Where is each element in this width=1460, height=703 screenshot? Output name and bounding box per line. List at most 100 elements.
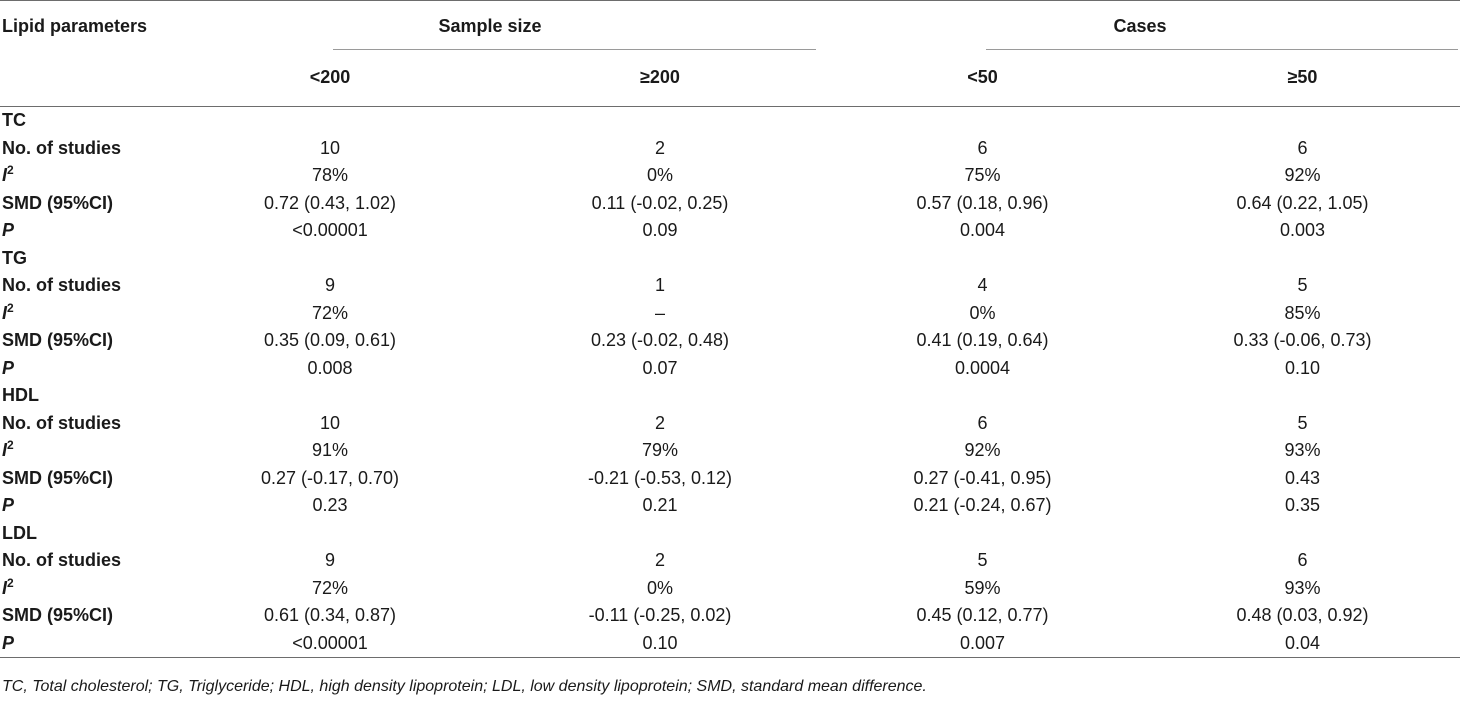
row-label-text: SMD (95%CI) [2, 330, 114, 350]
table-cell: 0.007 [959, 632, 1006, 653]
table-cell: 85% [1284, 302, 1321, 323]
table-cell: 0.64 (0.22, 1.05) [1236, 192, 1369, 213]
row-label-text: No. of studies [2, 275, 122, 295]
row-label-text: SMD (95%CI) [2, 605, 114, 625]
row-label: I2 [0, 300, 160, 328]
section-title: LDL [2, 522, 37, 543]
table-row: No. of studies 9 2 5 6 [0, 547, 1460, 575]
section-title-row: TC [0, 107, 1460, 135]
group-underline-cases [986, 49, 1458, 50]
table-row: SMD (95%CI) 0.72 (0.43, 1.02) 0.11 (-0.02,… [0, 190, 1460, 218]
table-cell: 0% [646, 165, 673, 185]
row-label-text: No. of studies [2, 137, 122, 158]
table-cell: 4 [977, 275, 988, 295]
table-row: No. of studies 10 2 6 5 [0, 410, 1460, 438]
row-label: No. of studies [0, 135, 160, 163]
table-cell: 0.004 [959, 220, 1006, 240]
row-label-text: No. of studies [2, 550, 122, 570]
column-header-row: <200 ≥200 <50 ≥50 [0, 50, 1460, 107]
table-cell: 0.72 (0.43, 1.02) [263, 192, 397, 213]
table-cell: 0.21 (-0.24, 0.67) [913, 495, 1052, 515]
table-cell: 6 [1297, 550, 1308, 570]
empty-cell [500, 245, 820, 273]
empty-cell [1145, 382, 1460, 410]
table-cell: 93% [1284, 577, 1321, 598]
lipid-subgroup-table: Lipid parameters Sample size Cases <200 … [0, 0, 1460, 658]
table-row: No. of studies 9 1 4 5 [0, 272, 1460, 300]
table-cell: 1 [654, 275, 665, 295]
group-underline-sample-size [333, 49, 816, 50]
empty-cell [820, 520, 1145, 548]
table-row: SMD (95%CI) 0.61 (0.34, 0.87) -0.11 (-0.25… [0, 602, 1460, 630]
row-label-text: P [2, 495, 15, 515]
table-cell: 0.33 (-0.06, 0.73) [1233, 330, 1372, 350]
empty-cell [500, 382, 820, 410]
table-cell: 5 [1297, 275, 1308, 295]
group-header-row: Lipid parameters Sample size Cases [0, 0, 1460, 51]
table-cell: 0.27 (-0.41, 0.95) [913, 467, 1052, 488]
empty-cell [160, 520, 500, 548]
table-row: I2 72% – 0% 85% [0, 300, 1460, 328]
table-cell: 0.23 (-0.02, 0.48) [590, 330, 730, 350]
row-label: SMD (95%CI) [0, 465, 160, 493]
table-cell: 9 [324, 275, 335, 295]
table-cell: 0.21 [642, 495, 678, 515]
empty-cell [160, 382, 500, 410]
section-title: HDL [2, 385, 39, 405]
table-cell: 0.35 [1284, 495, 1321, 515]
table-row: SMD (95%CI) 0.27 (-0.17, 0.70) -0.21 (-0.5… [0, 465, 1460, 493]
row-label-text: P [2, 357, 15, 378]
group-header-cases: Cases [1113, 16, 1167, 36]
section-title-row: TG [0, 245, 1460, 273]
empty-cell [820, 382, 1145, 410]
table-cell: 0.10 [1284, 357, 1321, 378]
table-cell: 10 [319, 412, 341, 433]
row-label-text: P [2, 632, 15, 653]
table-cell: 0.57 (0.18, 0.96) [916, 192, 1049, 213]
table-row: P <0.00001 0.09 0.004 0.003 [0, 217, 1460, 245]
table-cell: – [654, 302, 665, 323]
table-cell: 0.0004 [954, 357, 1011, 378]
empty-cell [500, 107, 820, 135]
table-row: SMD (95%CI) 0.35 (0.09, 0.61) 0.23 (-0.02,… [0, 327, 1460, 355]
table-cell: 0.45 (0.12, 0.77) [916, 605, 1049, 625]
table-cell: 75% [964, 165, 1001, 185]
table-cell: 5 [977, 550, 988, 570]
empty-cell [1145, 520, 1460, 548]
table-cell: 0.09 [642, 220, 678, 240]
table-cell: <0.00001 [292, 632, 368, 653]
table-cell: 0.41 (0.19, 0.64) [916, 330, 1049, 350]
table-cell: -0.11 (-0.25, 0.02) [588, 605, 732, 625]
table-row: I2 78% 0% 75% 92% [0, 162, 1460, 190]
section-title-row: HDL [0, 382, 1460, 410]
column-header: ≥50 [1287, 67, 1318, 88]
empty-cell [500, 520, 820, 548]
table-cell: 2 [654, 412, 665, 433]
column-header: ≥200 [640, 67, 680, 88]
group-header-sample-size: Sample size [438, 16, 542, 36]
table-cell: 0% [646, 577, 673, 598]
row-label: No. of studies [0, 410, 160, 438]
row-label: SMD (95%CI) [0, 327, 160, 355]
row-label-superscript: 2 [7, 163, 14, 177]
column-header: <50 [967, 67, 998, 88]
empty-cell [1145, 245, 1460, 273]
table-cell: 2 [654, 137, 665, 158]
table-cell: 78% [311, 165, 349, 185]
section-title: TC [2, 110, 26, 130]
empty-cell [160, 245, 500, 273]
table-row: P <0.00001 0.10 0.007 0.04 [0, 630, 1460, 658]
table-cell: 92% [964, 440, 1001, 460]
table-footnote: TC, Total cholesterol; TG, Triglyceride;… [2, 678, 927, 695]
table-cell: 0.11 (-0.02, 0.25) [591, 192, 729, 213]
table-cell: 0.48 (0.03, 0.92) [1236, 605, 1369, 625]
table-cell: 0.04 [1284, 632, 1321, 653]
table-cell: 91% [311, 440, 349, 460]
row-label: SMD (95%CI) [0, 190, 160, 218]
table-cell: 0% [969, 302, 996, 323]
row-label: P [0, 217, 160, 245]
table-row: No. of studies 10 2 6 6 [0, 135, 1460, 163]
column-header: <200 [309, 67, 351, 88]
row-label-text: I [2, 577, 8, 598]
table-cell: 72% [311, 302, 349, 323]
